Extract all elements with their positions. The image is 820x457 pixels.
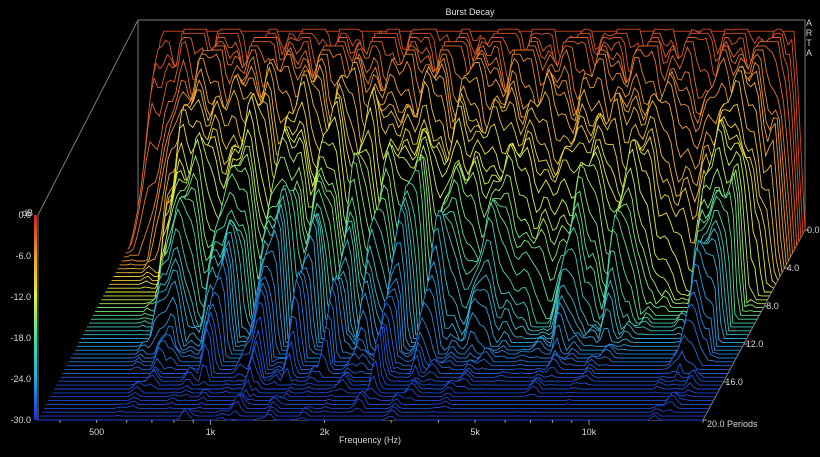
decay-slice xyxy=(105,108,772,293)
decay-slice-fill xyxy=(46,392,712,405)
decay-slice xyxy=(72,271,739,355)
decay-slice xyxy=(93,169,760,316)
decay-slice xyxy=(103,127,770,297)
x-tick-label: 10k xyxy=(582,427,597,437)
decay-slice xyxy=(95,158,762,312)
decay-slice xyxy=(91,182,758,320)
decay-slice xyxy=(50,387,716,398)
periods-axis-label: Periods xyxy=(727,419,758,429)
decay-slice xyxy=(70,278,737,359)
decay-slice-fill xyxy=(89,188,755,324)
decay-slice xyxy=(80,214,747,340)
decay-slice xyxy=(38,409,703,421)
box-top-left-edge xyxy=(37,19,139,216)
db-tick-label: -24.0 xyxy=(10,374,31,384)
decay-slice xyxy=(66,301,733,367)
arta-letter: A xyxy=(806,48,812,58)
decay-slice xyxy=(48,390,714,402)
periods-tick-label: 4.0 xyxy=(787,263,800,273)
arta-letter: A xyxy=(806,18,812,28)
decay-slice xyxy=(117,65,785,270)
periods-tick-label: 12.0 xyxy=(746,339,764,349)
decay-slice xyxy=(58,331,724,382)
decay-slice xyxy=(89,187,755,324)
decay-slice xyxy=(82,205,749,337)
decay-slice xyxy=(62,326,728,375)
decay-slice xyxy=(113,74,781,277)
x-tick-label: 5k xyxy=(470,427,480,437)
periods-tick-label: 0.0 xyxy=(807,225,820,235)
x-tick-label: 500 xyxy=(89,427,104,437)
decay-slice xyxy=(42,400,708,413)
decay-slice xyxy=(97,156,764,309)
decay-slice xyxy=(99,150,766,305)
db-tick-label: -18.0 xyxy=(10,333,31,343)
decay-slice xyxy=(44,394,710,409)
periods-tick-label: 16.0 xyxy=(725,377,743,387)
decay-slice xyxy=(127,45,796,250)
arta-letter: T xyxy=(806,38,812,48)
waterfall-slices xyxy=(38,28,806,421)
decay-slice xyxy=(60,325,726,379)
decay-slice xyxy=(68,288,735,363)
db-colorbar xyxy=(34,215,37,420)
decay-slice xyxy=(74,260,741,352)
x-tick-label: 2k xyxy=(320,427,330,437)
decay-slice xyxy=(115,69,783,274)
arta-letter: R xyxy=(806,28,813,38)
db-tick-label: -6.0 xyxy=(15,251,31,261)
db-tick-label: -12.0 xyxy=(10,292,31,302)
decay-slice xyxy=(54,358,720,390)
decay-slice xyxy=(78,229,745,344)
decay-slice-fill xyxy=(44,395,710,409)
decay-slice xyxy=(101,136,768,301)
decay-slice xyxy=(107,94,775,289)
db-tick-label: -30.0 xyxy=(10,415,31,425)
box-right-floor-edge xyxy=(702,229,806,421)
db-tick-label: 0.0 xyxy=(18,210,31,220)
decay-slice xyxy=(125,48,793,254)
decay-slice xyxy=(76,250,743,348)
decay-slice xyxy=(109,90,777,285)
periods-tick-label: 8.0 xyxy=(766,301,779,311)
periods-tick-label: 20.0 xyxy=(707,419,725,429)
db-axis-label: dB xyxy=(22,208,33,218)
chart-title: Burst Decay xyxy=(445,7,495,17)
axes: 0.0 -6.0 -12.0 -18.0 -24.0 -30.0 500 1k 2k 5k 10k 0… xyxy=(10,210,819,437)
decay-slice-fill xyxy=(42,401,708,413)
decay-slice xyxy=(64,316,731,371)
x-tick-label: 1k xyxy=(206,427,216,437)
decay-slice xyxy=(40,407,706,417)
decay-slice xyxy=(56,343,722,386)
decay-slice xyxy=(52,375,718,394)
decay-slice xyxy=(111,80,779,281)
x-axis-label: Frequency (Hz) xyxy=(339,435,401,445)
decay-slice xyxy=(46,391,712,405)
